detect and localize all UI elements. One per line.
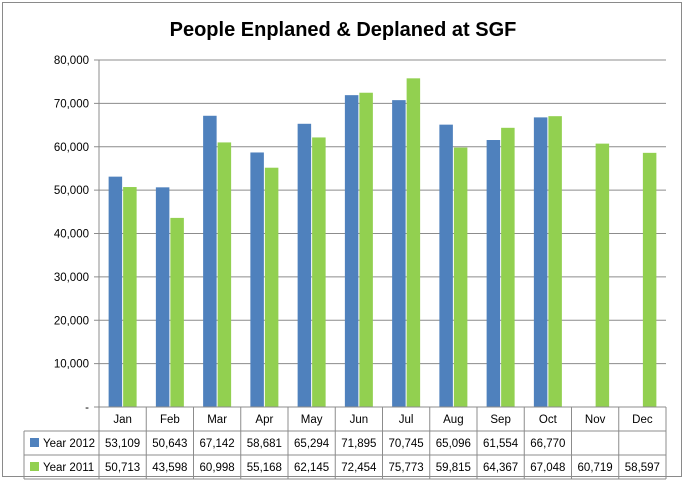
bar-series2-may	[312, 137, 326, 408]
bar-series1-aug	[439, 124, 453, 407]
chart-title: People Enplaned & Deplaned at SGF	[170, 19, 517, 41]
x-tick-label: Apr	[255, 414, 273, 426]
y-tick-label: 50,000	[54, 185, 89, 197]
data-label: 67,142	[200, 438, 235, 450]
bar-series1-apr	[250, 152, 264, 407]
legend-swatch-series2	[30, 462, 39, 471]
gridlines	[99, 59, 666, 365]
bar-series2-sep	[501, 127, 515, 407]
data-table: Jan Feb Mar Apr May Jun Jul Aug Sep Oct Nov Dec Year…	[23, 406, 667, 480]
bar-series1-jul	[392, 100, 406, 408]
data-label: 43,598	[152, 462, 187, 474]
bar-series1-sep	[486, 140, 501, 407]
data-label: 53,109	[105, 438, 140, 450]
data-label: 59,815	[436, 462, 471, 474]
x-tick-label: Oct	[539, 414, 558, 426]
x-tick-label: May	[301, 414, 323, 426]
data-label: 60,998	[200, 462, 235, 474]
data-label: 58,597	[625, 462, 660, 474]
bar-series2-jun	[359, 92, 373, 407]
data-label: 62,145	[294, 462, 329, 474]
bar-series1-feb	[155, 187, 170, 407]
data-label: 64,367	[483, 462, 518, 474]
x-tick-label: Jul	[399, 414, 414, 426]
bar-series2-nov	[595, 143, 610, 407]
x-tick-label: Dec	[632, 414, 653, 426]
y-tick-label: 80,000	[54, 55, 89, 67]
data-label: 55,168	[247, 462, 282, 474]
y-tick-label: 10,000	[54, 359, 89, 371]
bar-series2-dec	[642, 152, 657, 407]
x-tick-label: Jun	[350, 414, 369, 426]
data-label: 72,454	[341, 462, 377, 474]
data-label: 50,713	[105, 462, 140, 474]
x-tick-label: Feb	[160, 414, 180, 426]
legend-swatch-series1	[30, 438, 39, 447]
bar-series1-jan	[108, 176, 123, 407]
bar-series2-oct	[548, 116, 562, 408]
y-tick-label: 60,000	[54, 142, 89, 154]
bar-series2-jul	[406, 78, 421, 408]
y-tick-label: 30,000	[54, 272, 89, 284]
data-label: 67,048	[530, 462, 565, 474]
x-tick-label: Mar	[207, 414, 227, 426]
bar-series2-aug	[453, 147, 468, 408]
bar-series1-mar	[203, 115, 217, 407]
y-tick-label: -	[85, 402, 89, 414]
bar-series1-may	[297, 123, 312, 407]
bar-series2-apr	[264, 167, 279, 407]
data-label: 70,745	[389, 438, 424, 450]
data-label: 65,294	[294, 438, 330, 450]
data-label: 75,773	[389, 462, 424, 474]
x-tick-label: Jan	[113, 414, 132, 426]
data-label: 66,770	[530, 438, 565, 450]
y-axis: - 10,000 20,000 30,000 40,000 50,000 60,000 70,…	[54, 55, 100, 414]
x-tick-label: Nov	[585, 414, 606, 426]
bar-series2-feb	[170, 217, 184, 407]
data-label: 65,096	[436, 438, 471, 450]
data-label: 61,554	[483, 438, 519, 450]
y-tick-label: 70,000	[54, 98, 89, 110]
y-tick-label: 20,000	[54, 315, 89, 327]
data-label: 50,643	[152, 438, 187, 450]
y-tick-label: 40,000	[54, 229, 89, 241]
x-tick-label: Sep	[490, 414, 510, 426]
data-label: 58,681	[247, 438, 282, 450]
bar-series2-mar	[217, 142, 232, 407]
bar-series1-oct	[533, 117, 548, 407]
bars	[108, 78, 657, 408]
legend-label: Year 2012	[43, 438, 95, 450]
data-label: 71,895	[341, 438, 376, 450]
legend-label: Year 2011	[43, 462, 94, 474]
bar-series2-jan	[123, 187, 137, 407]
bar-series1-jun	[344, 95, 359, 407]
data-label: 60,719	[578, 462, 613, 474]
x-tick-label: Aug	[443, 414, 463, 426]
